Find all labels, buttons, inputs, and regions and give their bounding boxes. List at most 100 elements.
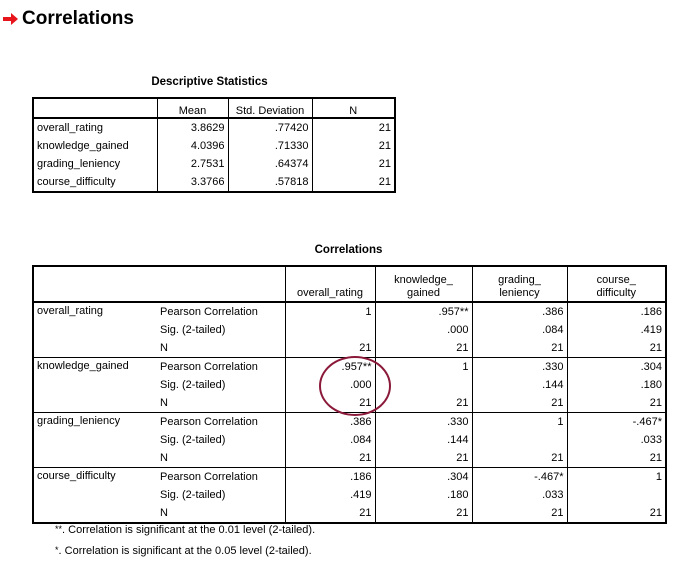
footnote-double-star: **. Correlation is significant at the 0.… [55,524,316,536]
cell-std-deviation: .64374 [227,155,312,173]
cell-mean: 3.3766 [156,173,228,192]
table-row: Sig. (2-tailed) .000.084.419 [33,321,666,339]
correlation-cell: .386 [471,302,567,321]
stat-label-n: N [157,449,285,468]
cell-n: 21 [311,137,395,155]
correlation-cell: 21 [471,504,567,523]
correlation-cell: .304 [374,467,472,486]
correlation-cell: 21 [284,504,375,523]
cell-n: 21 [311,118,395,137]
correlation-cell: .033 [471,486,567,504]
col-header-course-difficulty: course_ difficulty [566,266,666,303]
row-label: course_difficulty [37,176,116,188]
correlation-cell: .186 [284,467,375,486]
stat-label-pearson-correlation: Pearson Correlation [160,306,258,318]
correlation-cell: 21 [374,449,472,468]
correlation-cell: 21 [284,394,375,413]
cell-mean: 4.0396 [156,137,228,155]
correlation-cell: .186 [566,302,666,321]
table-row: course_difficulty Pearson Correlation .186… [33,467,666,486]
correlation-cell: -.467* [566,412,666,431]
table-row: overall_rating Pearson Correlation 1.957**… [33,302,666,358]
correlation-cell: .304 [566,357,666,376]
cell-std-deviation: .57818 [227,173,312,192]
stat-label-sig-2-tailed: Sig. (2-tailed) [160,324,226,336]
header-corner [33,98,157,119]
correlation-cell: .000 [374,321,472,339]
correlation-cell: 21 [374,339,472,358]
stat-label-sig-2-tailed: Sig. (2-tailed) [160,434,226,446]
correlation-cell: 21 [566,394,666,413]
correlation-cell: 21 [284,449,375,468]
col-header-knowledge-gained: knowledge_ gained [374,266,472,303]
table-row: Sig. (2-tailed) .084.144 .033 [33,431,666,449]
correlation-cell: .419 [566,321,666,339]
table-row: N 21 21 21 21 [33,504,666,523]
correlation-cell: 21 [374,394,472,413]
table-row: N 21 21 21 21 [33,449,666,468]
correlations-caption: Correlations [314,244,383,256]
correlation-cell: .957** [284,357,375,376]
red-arrow-icon [3,13,18,25]
correlation-cell: .144 [471,376,567,394]
correlation-cell: 1 [566,467,666,486]
correlation-cell: .084 [471,321,567,339]
correlation-cell: -.467* [471,467,567,486]
correlation-cell: 21 [284,339,375,358]
table-row: grading_leniency Pearson Correlation .386.… [33,412,666,468]
cell-n: 21 [311,155,395,173]
correlation-cell: 1 [471,412,567,431]
correlation-cell: 21 [566,504,666,523]
cell-n: 21 [311,173,395,192]
correlation-cell: 21 [566,339,666,358]
table-row: N 21 21 21 21 [33,394,666,413]
header-corner [33,266,285,303]
col-header-grading-leniency: grading_ leniency [471,266,567,303]
cell-mean: 3.8629 [156,118,228,137]
stat-label-sig-2-tailed: Sig. (2-tailed) [160,489,226,501]
descriptive-statistics-table: Mean Std. Deviation N overall_rating 3.86… [32,97,396,193]
correlation-cell: 1 [284,302,375,321]
stat-label-pearson-correlation: Pearson Correlation [160,416,258,428]
table-row: overall_rating 3.8629.77420 21 [33,118,395,137]
correlation-cell: .386 [284,412,375,431]
correlation-cell: .033 [566,431,666,449]
page-title: Correlations [22,8,134,29]
row-label: knowledge_gained [37,140,129,152]
row-variable-label: knowledge_gained [33,357,157,413]
table-row: grading_leniency 2.7531.64374 21 [33,155,395,173]
correlation-cell: 21 [566,449,666,468]
correlation-cell: .957** [374,302,472,321]
correlation-cell: .180 [566,376,666,394]
footnote-single-star: *. Correlation is significant at the 0.0… [55,545,312,557]
correlation-cell [566,486,666,504]
col-header-overall-rating: overall_rating [284,266,375,303]
correlation-cell: .084 [284,431,375,449]
correlation-cell: 1 [374,357,472,376]
stat-label-n: N [157,339,285,358]
correlations-table: overall_rating knowledge_ gained grading_… [32,265,667,524]
correlation-cell: 21 [374,504,472,523]
table-row: knowledge_gained 4.0396.71330 21 [33,137,395,155]
correlation-cell [284,321,375,339]
stat-label-n: N [160,507,168,519]
stat-label-pearson-correlation: Pearson Correlation [160,471,258,483]
col-header-mean: Mean [156,98,228,119]
correlation-cell: .180 [374,486,472,504]
descriptive-caption: Descriptive Statistics [151,76,268,88]
row-label: grading_leniency [37,158,121,170]
col-header-n: N [311,98,395,119]
correlation-cell: 21 [471,394,567,413]
row-variable-label: overall_rating [33,302,157,358]
cell-mean: 2.7531 [156,155,228,173]
correlation-cell: .000 [284,376,375,394]
stat-label-sig-2-tailed: Sig. (2-tailed) [160,379,226,391]
stat-label-pearson-correlation: Pearson Correlation [160,361,258,373]
table-row: N 21 21 21 21 [33,339,666,358]
correlation-cell: 21 [471,449,567,468]
col-header-std-deviation: Std. Deviation [227,98,312,119]
row-label: overall_rating [37,122,104,134]
row-variable-label: grading_leniency [33,412,157,468]
correlation-cell: 21 [471,339,567,358]
cell-std-deviation: .71330 [227,137,312,155]
